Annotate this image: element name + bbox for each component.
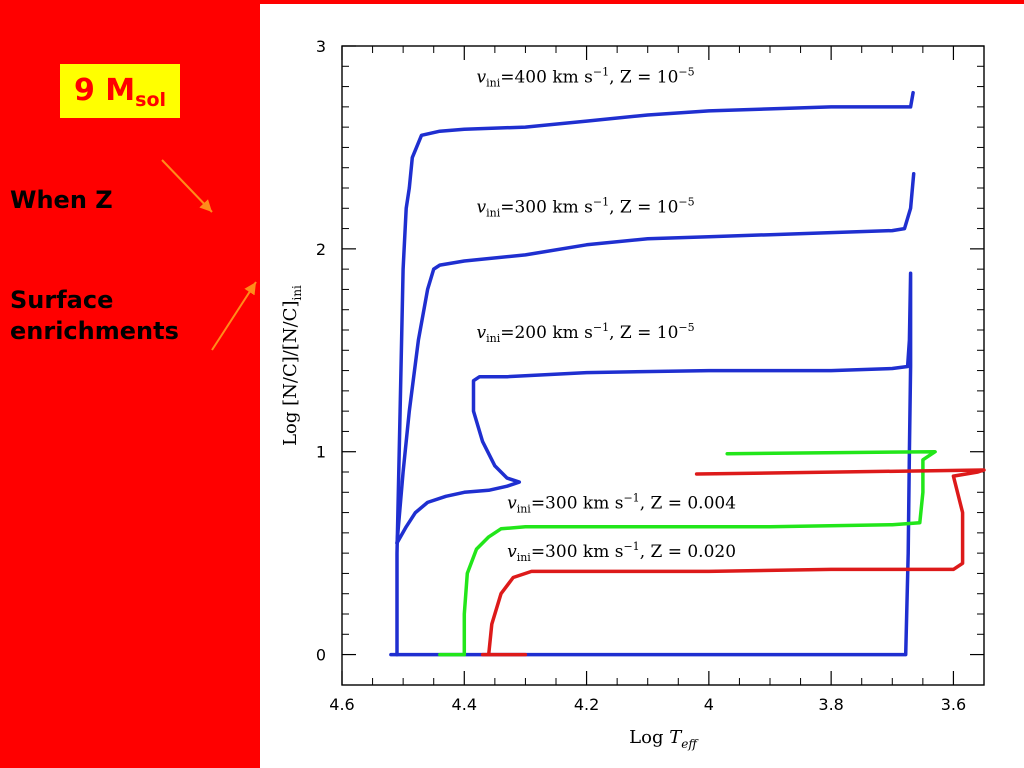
series-label-4: vini=300 km s−1, Z = 0.020 [507, 540, 736, 564]
series-line-0 [395, 90, 915, 657]
mass-label: 9 M [73, 73, 136, 108]
series-label-1: vini=300 km s−1, Z = 10−5 [477, 195, 695, 219]
series-labels: vini=400 km s−1, Z = 10−5 vini=300 km s−1… [477, 66, 737, 565]
y-tick-label: 0 [316, 646, 326, 665]
x-tick-label: 4.6 [329, 695, 354, 714]
plot-panel: 4.6 4.4 4.2 4 3.8 3.6 0 1 2 3 vini=400 km s−1, Z … [260, 4, 1024, 768]
series-line-4 [480, 468, 986, 657]
series-label-0: vini=400 km s−1, Z = 10−5 [477, 66, 695, 90]
axis-titles: Log Teff Log [N/C]/[N/C]ini [280, 285, 699, 751]
mass-label-box: 9 Msol [60, 64, 180, 118]
when-z-label: When Z [10, 186, 113, 214]
series-line-1 [395, 172, 916, 545]
surface-enrichments-label: Surface enrichments [10, 285, 179, 347]
down-arrow-icon [161, 159, 213, 213]
series-label-2: vini=200 km s−1, Z = 10−5 [477, 321, 695, 345]
y-axis-title: Log [N/C]/[N/C]ini [280, 285, 304, 446]
x-axis-title: Log Teff [629, 727, 699, 751]
x-tick-label: 3.6 [941, 695, 966, 714]
x-tick-label: 3.8 [818, 695, 843, 714]
axis-ticks: 4.6 4.4 4.2 4 3.8 3.6 0 1 2 3 [316, 37, 984, 714]
x-tick-label: 4 [704, 695, 714, 714]
plot-frame [341, 45, 985, 686]
up-arrow-icon [211, 281, 257, 351]
chart: 4.6 4.4 4.2 4 3.8 3.6 0 1 2 3 vini=400 km s−1, Z … [280, 37, 986, 751]
series-line-3 [438, 449, 937, 657]
y-tick-label: 2 [316, 240, 326, 259]
x-tick-label: 4.2 [574, 695, 599, 714]
series-label-3: vini=300 km s−1, Z = 0.004 [507, 492, 736, 516]
x-tick-label: 4.4 [452, 695, 477, 714]
series-lines [389, 90, 986, 657]
series-line-2 [395, 271, 913, 657]
surface-label-line1: Surface [10, 286, 114, 314]
plot-border [341, 45, 985, 686]
surface-label-line2: enrichments [10, 317, 179, 345]
y-tick-label: 3 [316, 37, 326, 56]
y-tick-label: 1 [316, 443, 326, 462]
mass-subscript: sol [135, 89, 167, 111]
